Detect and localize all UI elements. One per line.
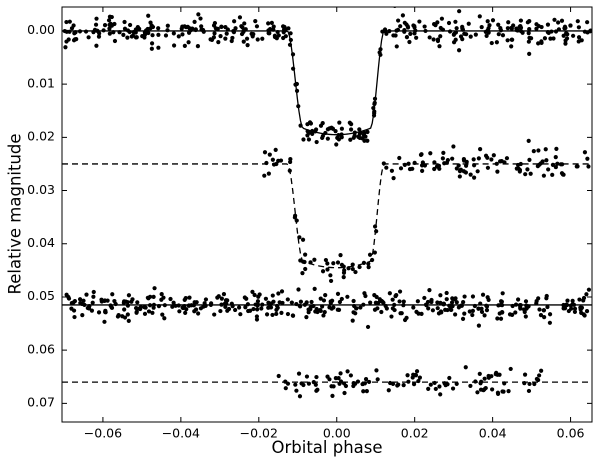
y-axis-label: Relative magnitude: [5, 133, 25, 295]
x-axis-label: Orbital phase: [271, 438, 383, 457]
